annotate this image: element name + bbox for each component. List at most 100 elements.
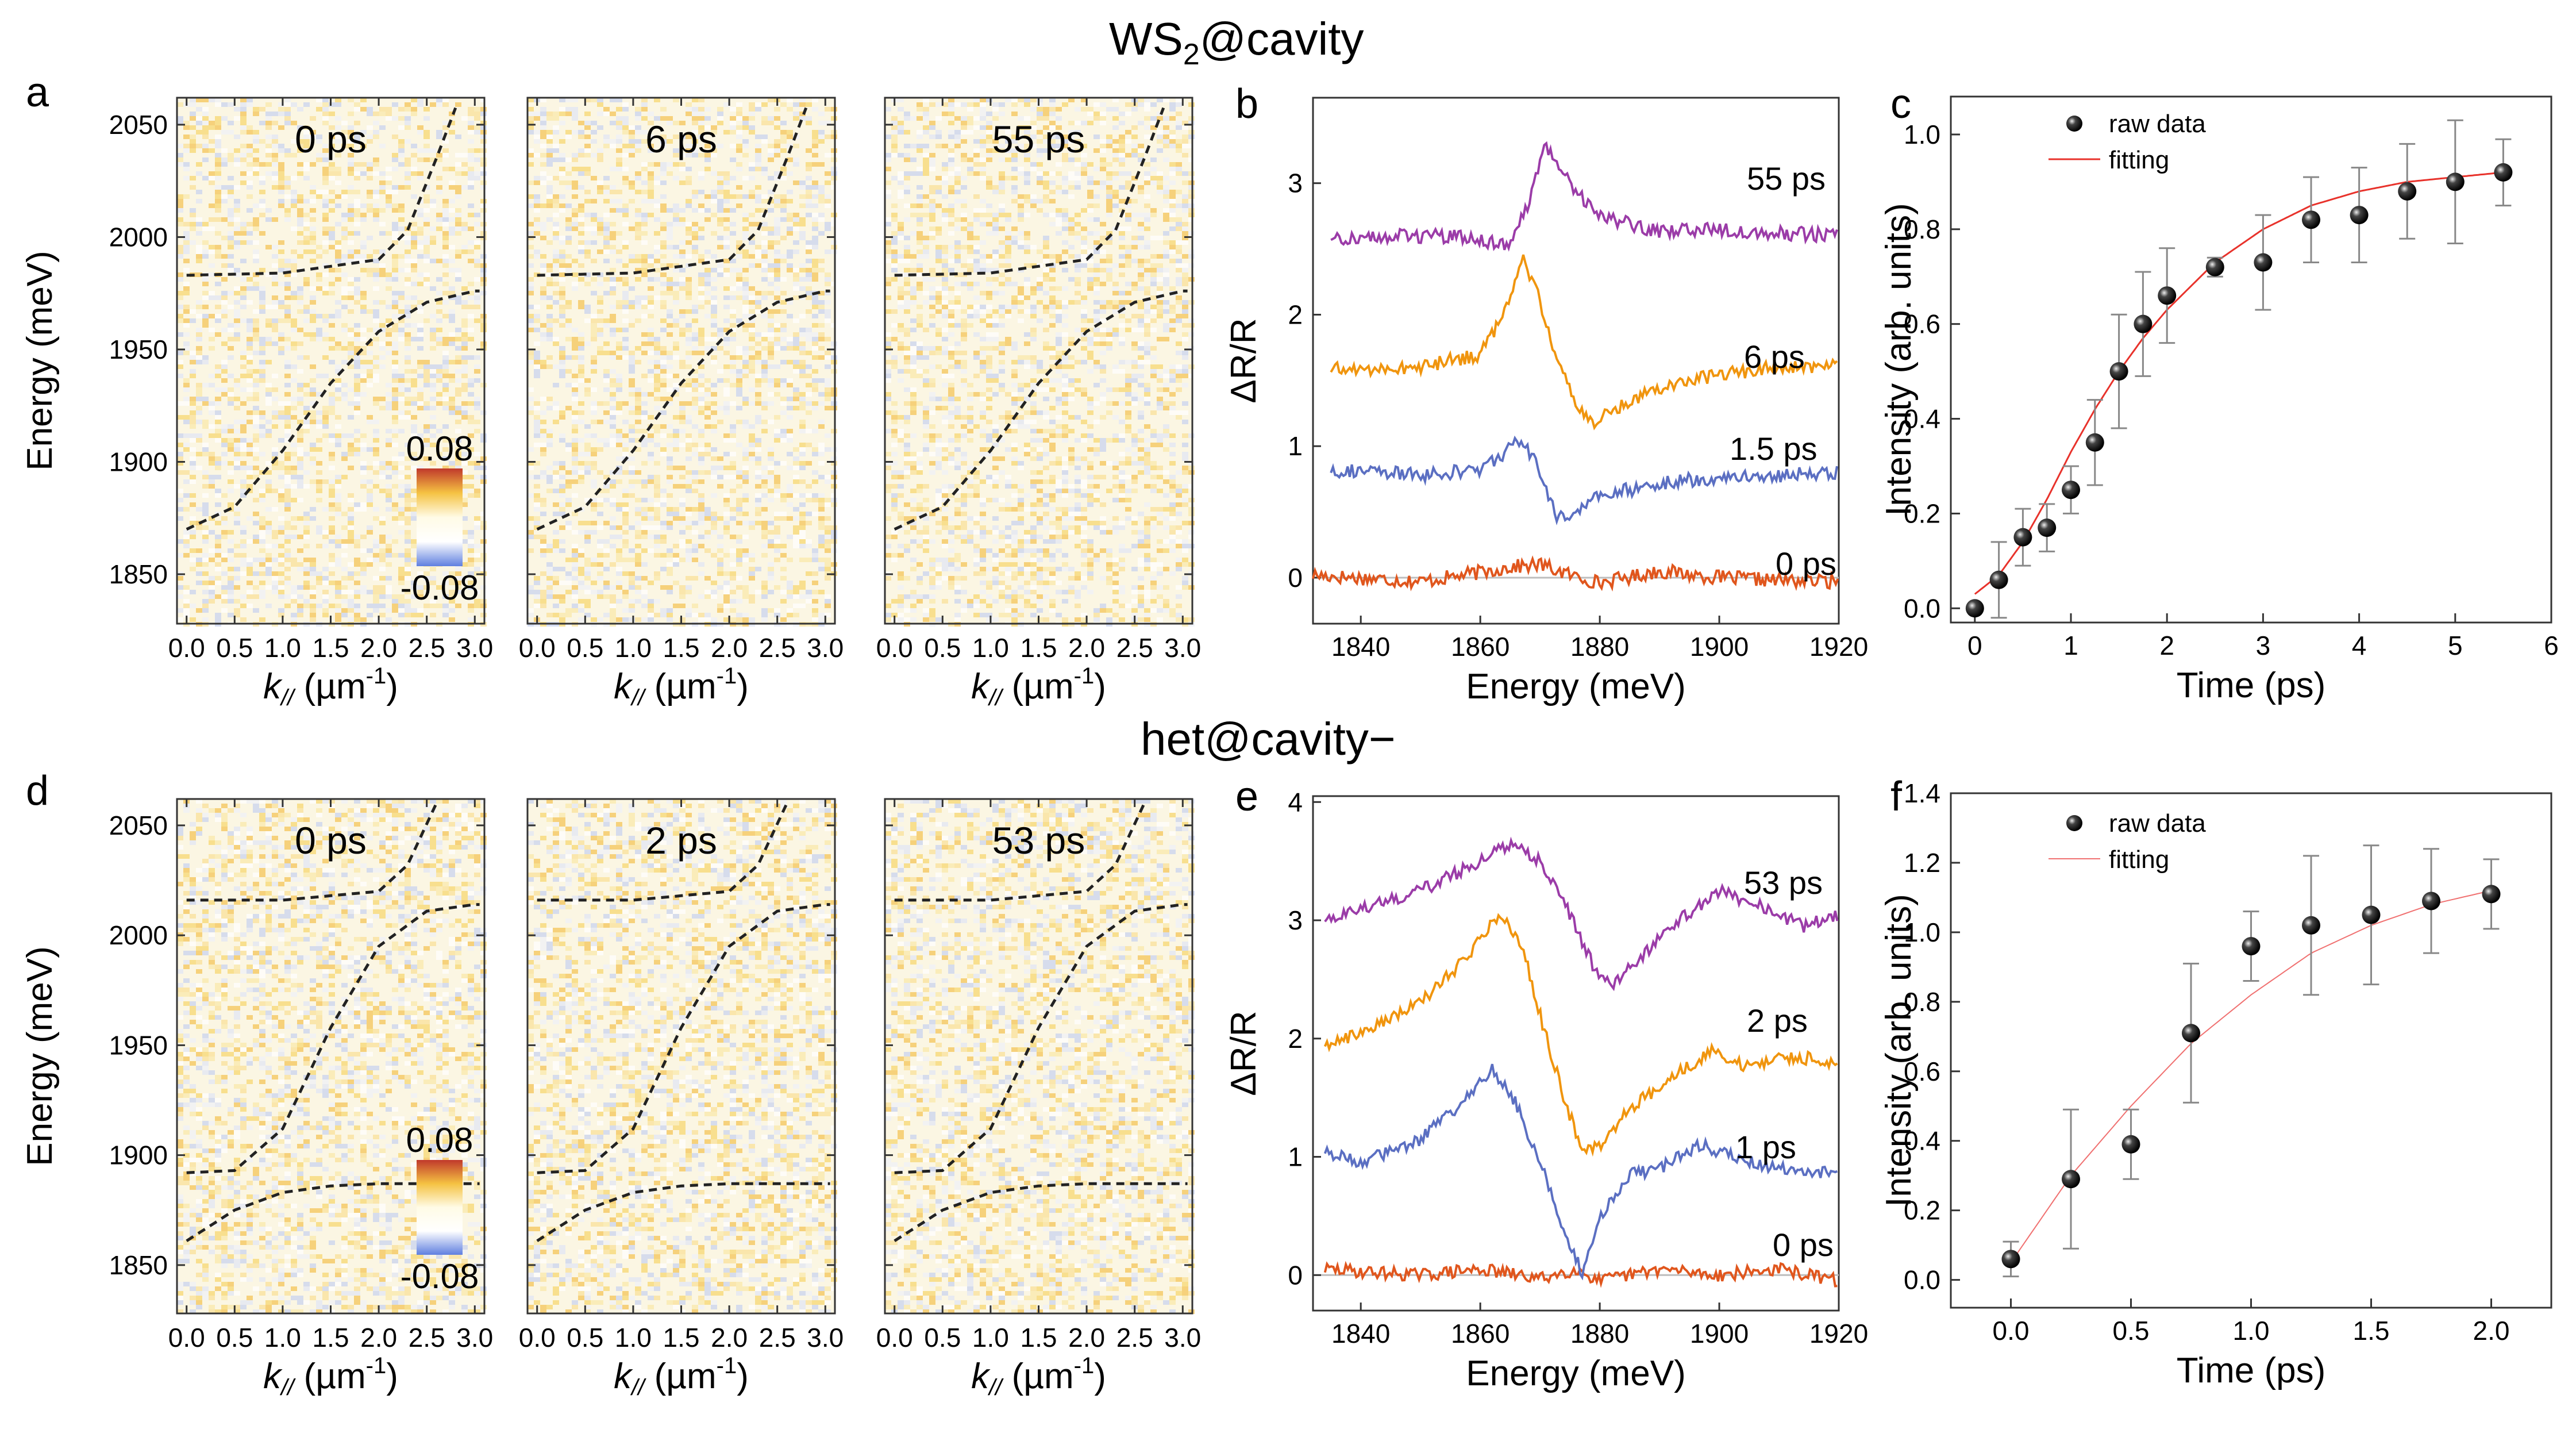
x-tick-label: 1.5 xyxy=(663,633,700,663)
x-tick-label: 1.5 xyxy=(1021,1323,1057,1353)
x-tick-label: 2.5 xyxy=(1116,1323,1153,1353)
data-point xyxy=(2062,1170,2080,1188)
legend-label-raw: raw data xyxy=(2109,809,2206,837)
plot-frame xyxy=(1951,793,2551,1308)
data-point xyxy=(2122,1135,2140,1154)
data-point xyxy=(2038,518,2056,537)
figure-title-bottom: het@cavity− xyxy=(1141,713,1396,766)
data-point xyxy=(1990,571,2008,589)
x-tick-label: 1840 xyxy=(1331,632,1390,662)
x-tick-label: 3 xyxy=(2256,631,2271,660)
subplot-time-label: 53 ps xyxy=(992,819,1085,862)
x-axis-label: k// (µm-1) xyxy=(263,1353,398,1400)
x-tick-label: 1920 xyxy=(1809,1319,1868,1349)
y-tick-label: 1900 xyxy=(109,1140,168,1170)
x-tick-label: 0.5 xyxy=(216,633,253,663)
y-axis-label: ΔR/R xyxy=(1224,1011,1264,1096)
subplot-time-label: 2 ps xyxy=(645,819,717,862)
data-point xyxy=(2422,892,2440,910)
x-tick-label: 1.0 xyxy=(264,1323,301,1353)
x-tick-label: 1860 xyxy=(1451,1319,1510,1349)
y-tick-label: 0 xyxy=(1288,1260,1303,1290)
y-tick-label: 3 xyxy=(1288,905,1303,935)
panel-letter-b: b xyxy=(1235,81,1258,127)
x-tick-label: 0.5 xyxy=(924,1323,961,1353)
legend-marker-raw xyxy=(2066,116,2082,132)
series-label: 1 ps xyxy=(1735,1129,1796,1165)
x-tick-label: 1.5 xyxy=(2353,1316,2390,1346)
x-tick-label: 0 xyxy=(1967,631,1982,660)
x-tick-label: 2.0 xyxy=(711,633,748,663)
legend-marker-raw xyxy=(2066,815,2082,831)
y-axis-label: Energy (meV) xyxy=(20,946,60,1166)
series-label: 2 ps xyxy=(1747,1002,1808,1039)
subplot-time-label: 0 ps xyxy=(295,819,367,862)
y-axis-label: Energy (meV) xyxy=(20,251,60,470)
y-tick-label: 1900 xyxy=(109,447,168,477)
data-point xyxy=(2362,906,2381,924)
x-tick-label: 3.0 xyxy=(807,1323,844,1353)
data-point xyxy=(1966,599,1984,617)
y-axis-label: Intensity (arb. units) xyxy=(1879,894,1919,1207)
legend-label-fit: fitting xyxy=(2109,846,2169,874)
series-label: 53 ps xyxy=(1744,865,1823,901)
y-tick-label: 1.0 xyxy=(1904,120,1940,149)
x-tick-label: 1.5 xyxy=(1021,633,1057,663)
x-tick-label: 0.0 xyxy=(168,633,205,663)
x-tick-label: 4 xyxy=(2352,631,2367,660)
x-tick-label: 0.5 xyxy=(216,1323,253,1353)
x-tick-label: 1840 xyxy=(1331,1319,1390,1349)
y-tick-label: 1850 xyxy=(109,1250,168,1280)
x-tick-label: 1.0 xyxy=(972,1323,1009,1353)
x-tick-label: 3.0 xyxy=(456,633,493,663)
x-axis-label: Energy (meV) xyxy=(1466,667,1685,706)
data-point xyxy=(2350,206,2369,224)
data-point xyxy=(2013,528,2032,547)
x-tick-label: 1.0 xyxy=(2233,1316,2270,1346)
x-tick-label: 2.0 xyxy=(711,1323,748,1353)
x-tick-label: 1860 xyxy=(1451,632,1510,662)
data-point xyxy=(2158,286,2176,305)
series-label: 55 ps xyxy=(1747,160,1826,197)
x-tick-label: 1880 xyxy=(1570,1319,1629,1349)
panel-letter-a: a xyxy=(26,70,49,116)
x-tick-label: 2.5 xyxy=(409,633,445,663)
x-tick-label: 0.0 xyxy=(876,633,913,663)
colorbar-min-label: -0.08 xyxy=(401,568,479,607)
x-tick-label: 1.0 xyxy=(972,633,1009,663)
y-axis-label: ΔR/R xyxy=(1224,318,1264,403)
x-axis-label: Time (ps) xyxy=(2177,1351,2325,1390)
x-tick-label: 3.0 xyxy=(807,633,844,663)
series-line xyxy=(1325,840,1838,988)
x-tick-label: 2.0 xyxy=(1068,633,1105,663)
x-tick-label: 2.0 xyxy=(2473,1316,2510,1346)
x-axis-label: k// (µm-1) xyxy=(614,663,749,710)
data-point xyxy=(2062,481,2080,499)
x-tick-label: 1.0 xyxy=(615,633,652,663)
colorbar xyxy=(417,468,463,566)
x-tick-label: 0.5 xyxy=(2113,1316,2150,1346)
data-point xyxy=(2398,182,2416,201)
y-tick-label: 2 xyxy=(1288,1024,1303,1054)
x-tick-label: 2 xyxy=(2159,631,2174,660)
colorbar xyxy=(417,1160,463,1255)
data-point xyxy=(2134,315,2152,333)
series-label: 0 ps xyxy=(1776,545,1836,582)
x-tick-label: 2.0 xyxy=(360,1323,397,1353)
legend-label-raw: raw data xyxy=(2109,110,2206,138)
x-tick-label: 1.0 xyxy=(264,633,301,663)
y-tick-label: 2000 xyxy=(109,920,168,950)
x-tick-label: 3.0 xyxy=(1164,1323,1201,1353)
x-tick-label: 5 xyxy=(2448,631,2463,660)
panel-letter-f: f xyxy=(1890,774,1903,820)
series-line xyxy=(1331,143,1837,249)
series-line xyxy=(1325,1064,1838,1277)
